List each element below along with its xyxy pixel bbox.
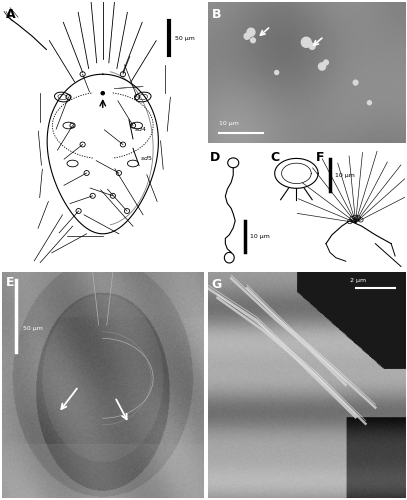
Text: 10 μm: 10 μm [335, 172, 355, 178]
Circle shape [251, 38, 255, 42]
Text: B: B [212, 8, 221, 21]
Text: E: E [6, 276, 15, 289]
Circle shape [247, 28, 255, 36]
Circle shape [101, 92, 104, 94]
Text: 10 μm: 10 μm [219, 121, 239, 126]
Circle shape [275, 70, 279, 74]
Circle shape [301, 38, 311, 48]
Text: $sd4$: $sd4$ [134, 125, 147, 133]
Text: G: G [212, 278, 222, 291]
Text: C: C [271, 150, 280, 164]
Circle shape [353, 80, 358, 85]
Text: D: D [210, 150, 220, 164]
Text: F: F [316, 150, 325, 164]
Text: 2 μm: 2 μm [350, 278, 366, 282]
Circle shape [368, 100, 372, 104]
Text: 10 μm: 10 μm [250, 234, 270, 239]
Circle shape [319, 63, 326, 70]
Text: A: A [6, 8, 16, 20]
Circle shape [324, 60, 328, 65]
Text: $sd5$: $sd5$ [140, 154, 153, 162]
Text: 50 μm: 50 μm [175, 36, 195, 41]
Text: 50 μm: 50 μm [23, 326, 43, 332]
Circle shape [309, 44, 315, 50]
Circle shape [244, 33, 250, 40]
